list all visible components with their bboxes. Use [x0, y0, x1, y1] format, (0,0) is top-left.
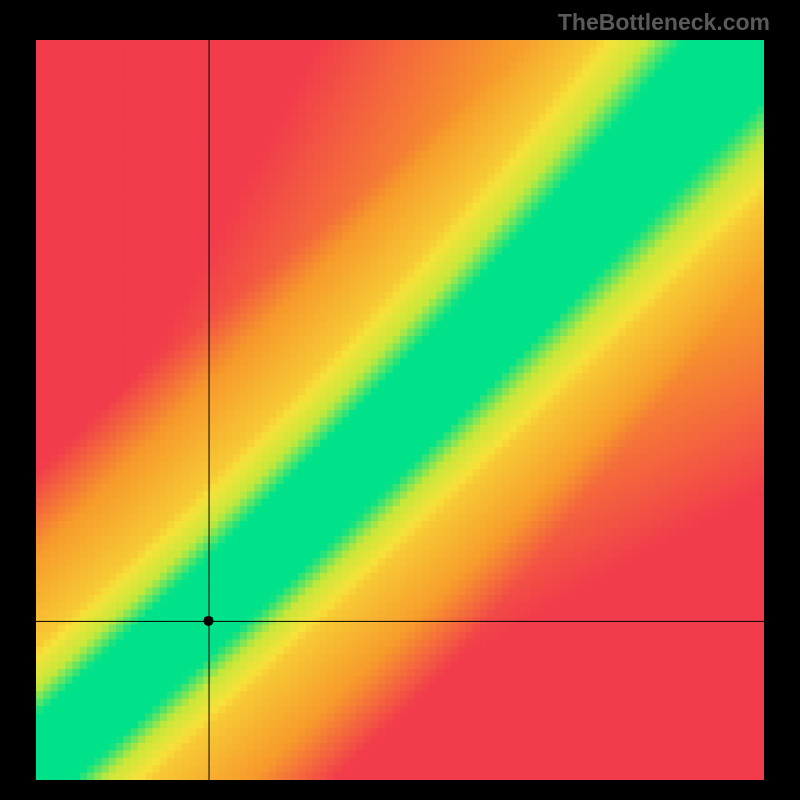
- chart-container: TheBottleneck.com: [0, 0, 800, 800]
- watermark-text: TheBottleneck.com: [558, 9, 770, 36]
- bottleneck-heatmap: [36, 40, 764, 780]
